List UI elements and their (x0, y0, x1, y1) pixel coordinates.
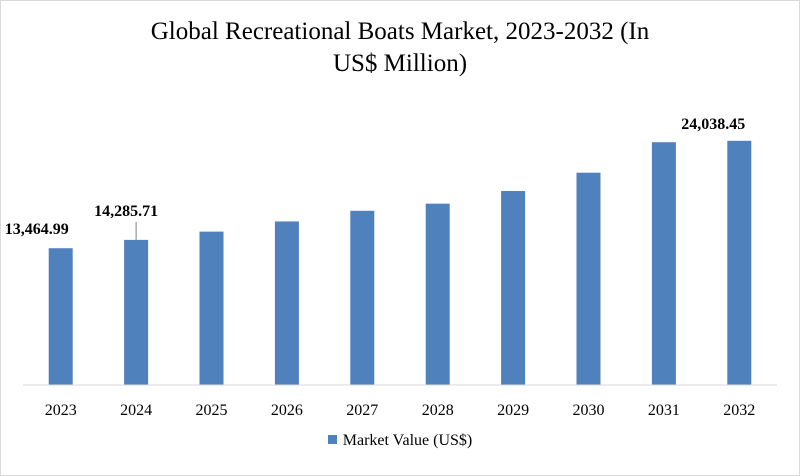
bar-2028 (425, 203, 450, 385)
x-tick-label-2029: 2029 (497, 402, 529, 419)
x-tick-label-2027: 2027 (346, 402, 378, 419)
data-label-2024: 14,285.71 (94, 203, 158, 220)
bar-2030 (576, 172, 601, 385)
bar-2024 (124, 239, 149, 385)
x-tick-label-2031: 2031 (648, 402, 680, 419)
legend-label: Market Value (US$) (342, 432, 473, 449)
chart-title: Global Recreational Boats Market, 2023-2… (0, 16, 800, 80)
legend-swatch (327, 435, 337, 444)
x-tick-label-2028: 2028 (422, 402, 454, 419)
data-label-2032: 24,038.45 (681, 116, 745, 133)
bar-2023 (48, 248, 73, 385)
x-tick-label-2026: 2026 (271, 402, 303, 419)
bar-2032 (727, 140, 752, 385)
chart-title-line-2: US$ Million) (332, 50, 468, 77)
x-tick-label-2030: 2030 (573, 402, 605, 419)
legend: Market Value (US$) (0, 432, 800, 450)
x-tick-label-2025: 2025 (196, 402, 228, 419)
chart-title-line-1: Global Recreational Boats Market, 2023-2… (150, 18, 650, 45)
data-label-2023: 13,464.99 (5, 221, 69, 238)
x-tick-label-2032: 2032 (723, 402, 755, 419)
bar-2027 (350, 210, 375, 385)
x-tick-label-2024: 2024 (120, 402, 152, 419)
x-tick-label-2023: 2023 (45, 402, 77, 419)
bar-2029 (501, 190, 526, 385)
bar-2025 (199, 231, 224, 385)
bar-2026 (274, 221, 299, 385)
bar-2031 (651, 142, 676, 385)
